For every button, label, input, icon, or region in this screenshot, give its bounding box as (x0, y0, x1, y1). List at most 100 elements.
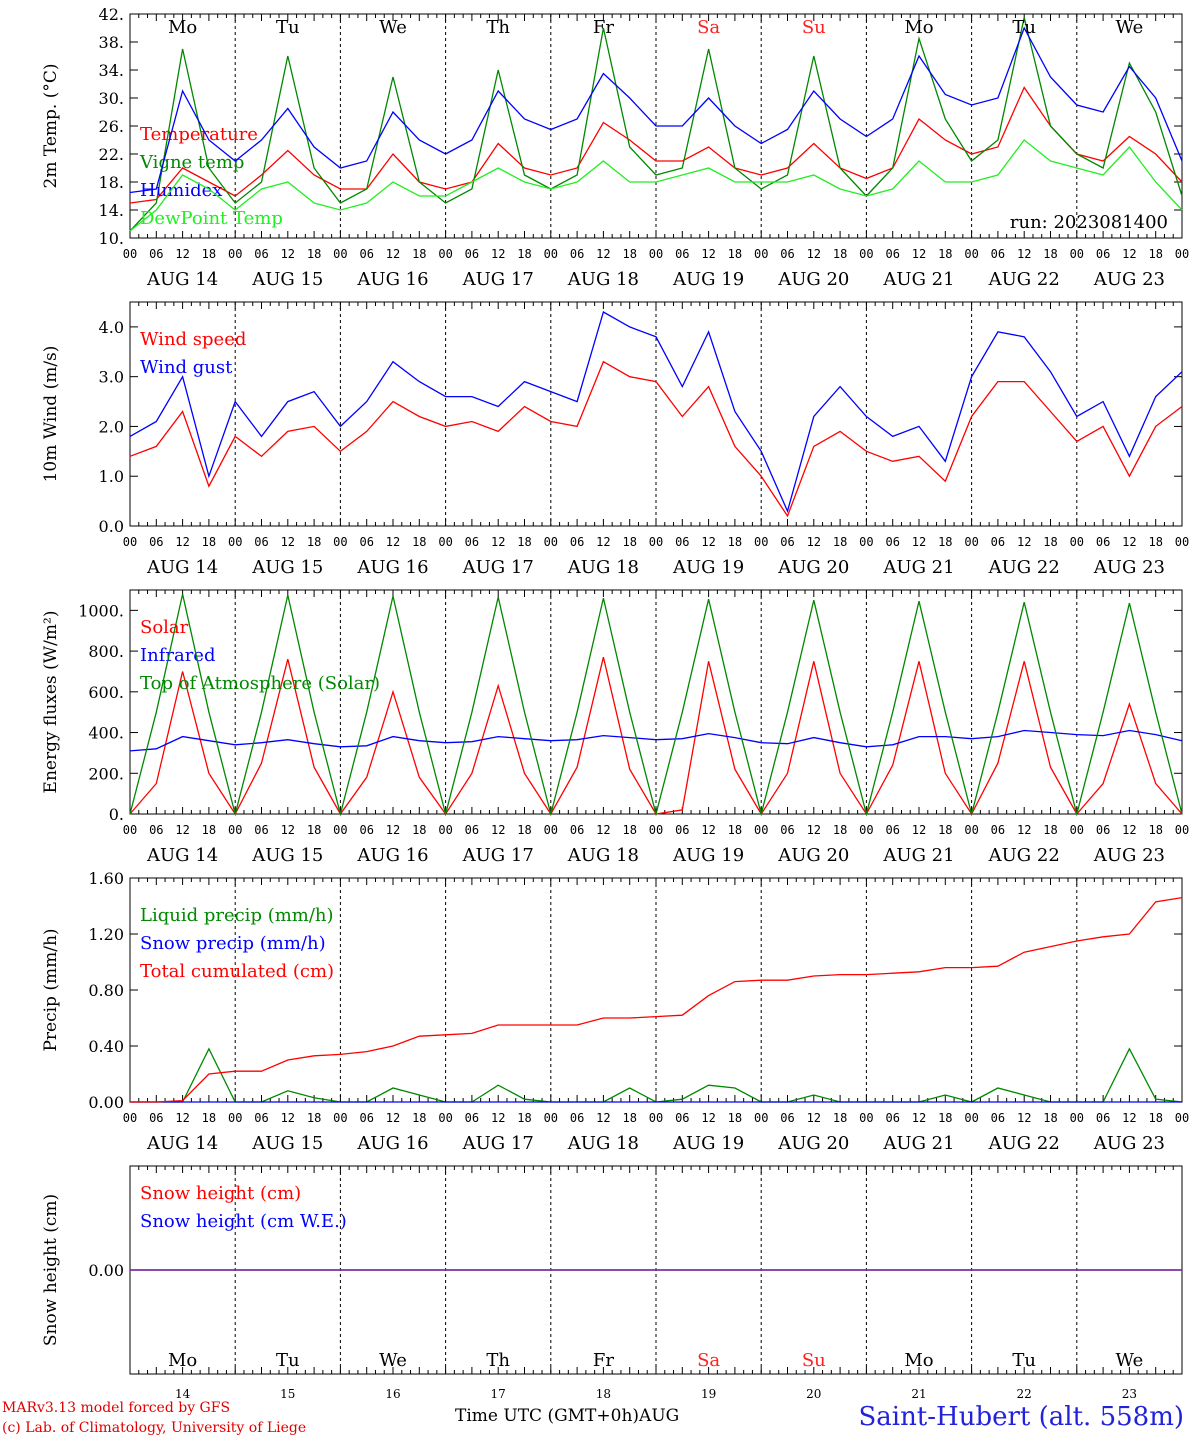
hour-tick-label: 18 (412, 247, 426, 261)
hour-tick-label: 06 (991, 247, 1005, 261)
y-tick-label: 0.0 (99, 517, 124, 536)
hour-tick-label: 18 (622, 823, 636, 837)
hour-tick-label: 00 (1175, 823, 1189, 837)
hour-tick-label: 12 (912, 823, 926, 837)
hour-tick-label: 00 (649, 535, 663, 549)
panel-frame (129, 301, 1183, 527)
hour-tick-label: 00 (333, 535, 347, 549)
date-label: AUG 19 (672, 845, 744, 866)
hour-tick-label: 00 (859, 1111, 873, 1125)
hour-tick-label: 06 (254, 1111, 268, 1125)
hour-tick-label: 12 (1017, 1111, 1031, 1125)
y-tick-label: 0. (109, 805, 124, 824)
hour-tick-label: 12 (596, 823, 610, 837)
y-tick-label: 0.00 (88, 1093, 124, 1112)
series-line (129, 311, 1183, 514)
date-label: AUG 20 (777, 1133, 849, 1154)
credit-line-1: MARv3.13 model forced by GFS (2, 1400, 231, 1416)
series-line (129, 17, 1183, 232)
legend-label: Solar (140, 617, 189, 638)
date-label: AUG 23 (1093, 269, 1165, 290)
date-label: AUG 14 (146, 1133, 218, 1154)
hour-tick-label: 06 (465, 535, 479, 549)
hour-tick-label: 18 (938, 823, 952, 837)
bottom-day-number: 22 (1017, 1387, 1032, 1400)
station-name: Saint-Hubert (alt. 558m) (858, 1402, 1184, 1432)
hour-tick-label: 06 (780, 535, 794, 549)
date-label: AUG 15 (251, 845, 323, 866)
hour-tick-label: 12 (175, 535, 189, 549)
hour-tick-label: 06 (991, 1111, 1005, 1125)
hour-tick-label: 00 (544, 823, 558, 837)
hour-tick-label: 00 (333, 823, 347, 837)
y-tick-label: 22. (99, 145, 124, 164)
hour-tick-label: 06 (570, 535, 584, 549)
bottom-day-number: 23 (1122, 1387, 1137, 1400)
hour-tick-label: 12 (701, 247, 715, 261)
legend-label: Wind gust (140, 357, 233, 378)
hour-tick-label: 18 (938, 1111, 952, 1125)
weekday-label: Fr (593, 17, 614, 38)
hour-tick-label: 00 (123, 247, 137, 261)
date-label: AUG 17 (462, 1133, 534, 1154)
hour-tick-label: 00 (544, 1111, 558, 1125)
hour-tick-label: 18 (833, 823, 847, 837)
y-tick-label: 1000. (78, 601, 124, 620)
y-tick-label: 200. (88, 764, 124, 783)
hour-tick-label: 18 (517, 1111, 531, 1125)
hour-tick-label: 06 (149, 823, 163, 837)
hour-tick-label: 06 (359, 535, 373, 549)
weekday-label: We (1116, 17, 1144, 38)
hour-tick-label: 18 (202, 247, 216, 261)
y-tick-label: 1.20 (88, 925, 124, 944)
credit-line-2: (c) Lab. of Climatology, University of L… (2, 1420, 307, 1436)
y-tick-label: 0.40 (88, 1037, 124, 1056)
hour-tick-label: 18 (307, 247, 321, 261)
date-label: AUG 23 (1093, 1133, 1165, 1154)
hour-tick-label: 00 (544, 247, 558, 261)
y-tick-label: 0.00 (88, 1261, 124, 1280)
hour-tick-label: 12 (1017, 535, 1031, 549)
panel-frame (129, 589, 1183, 815)
hour-tick-label: 00 (1070, 1111, 1084, 1125)
hour-tick-label: 00 (859, 823, 873, 837)
hour-tick-label: 12 (807, 247, 821, 261)
bottom-day-number: 16 (385, 1387, 400, 1400)
date-label: AUG 16 (356, 1133, 428, 1154)
weekday-label: Su (802, 17, 826, 38)
y-axis-label: 2m Temp. (°C) (41, 63, 61, 188)
date-label: AUG 20 (777, 557, 849, 578)
hour-tick-label: 00 (123, 535, 137, 549)
hour-tick-label: 00 (754, 535, 768, 549)
legend-label: Snow height (cm) (140, 1183, 301, 1204)
hour-tick-label: 06 (991, 535, 1005, 549)
bottom-day-number: 21 (911, 1387, 926, 1400)
date-label: AUG 18 (567, 845, 639, 866)
hour-tick-label: 18 (307, 535, 321, 549)
hour-tick-label: 12 (491, 535, 505, 549)
legend-label: Top of Atmosphere (Solar) (140, 673, 380, 694)
hour-tick-label: 12 (281, 247, 295, 261)
legend-label: Infrared (140, 645, 215, 666)
y-tick-label: 600. (88, 683, 124, 702)
hour-tick-label: 12 (701, 1111, 715, 1125)
hour-tick-label: 00 (1175, 247, 1189, 261)
date-label: AUG 19 (672, 557, 744, 578)
legend-label: Liquid precip (mm/h) (140, 905, 334, 926)
weekday-label: Th (486, 1350, 510, 1371)
hour-tick-label: 00 (964, 823, 978, 837)
hour-tick-label: 18 (833, 1111, 847, 1125)
hour-tick-label: 06 (885, 823, 899, 837)
hour-tick-label: 06 (465, 823, 479, 837)
bottom-day-number: 14 (175, 1387, 191, 1400)
hour-tick-label: 00 (438, 535, 452, 549)
hour-tick-label: 06 (675, 535, 689, 549)
hour-tick-label: 18 (1043, 535, 1057, 549)
weekday-label: Su (802, 1350, 826, 1371)
y-tick-label: 42. (99, 5, 124, 24)
legend-label: Temperature (140, 124, 258, 145)
x-axis-title-text: Time UTC (GMT+0h) (455, 1406, 640, 1426)
series-line (129, 360, 1183, 518)
hour-tick-label: 12 (281, 823, 295, 837)
date-label: AUG 21 (882, 1133, 954, 1154)
